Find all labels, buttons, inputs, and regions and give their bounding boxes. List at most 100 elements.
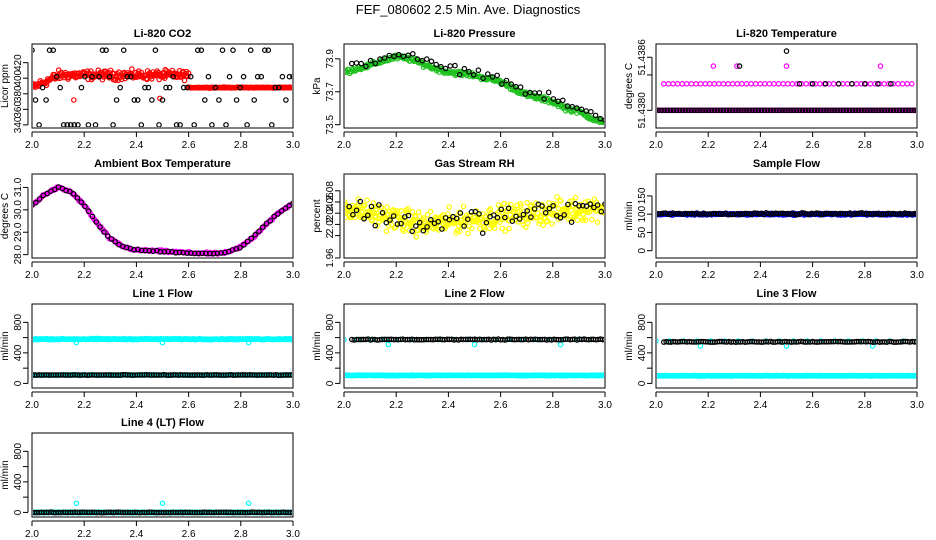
x-tick-label: 2.0	[337, 400, 351, 411]
series-secondary	[657, 48, 916, 114]
data-point	[248, 235, 255, 242]
series-secondary	[348, 336, 604, 343]
data-point	[783, 63, 790, 69]
data-point	[104, 233, 111, 239]
data-point	[818, 211, 825, 218]
panel-title: Li-820 Temperature	[736, 28, 837, 40]
data-point	[829, 107, 835, 114]
data-point	[82, 203, 88, 210]
data-point	[275, 211, 281, 217]
y-axis-label: ml/min	[624, 331, 635, 360]
data-point	[557, 341, 564, 348]
data-point	[173, 122, 180, 127]
y-tick-label: 360	[13, 101, 24, 118]
data-point	[369, 218, 375, 224]
data-point	[82, 73, 88, 80]
data-point	[523, 224, 529, 231]
y-tick-label: 800	[13, 314, 24, 331]
data-point	[744, 107, 750, 114]
series-secondary	[33, 47, 292, 127]
data-point	[717, 107, 724, 114]
x-tick-label: 3.0	[286, 400, 300, 411]
data-point	[387, 217, 393, 223]
y-tick-label: 50	[637, 226, 648, 238]
data-point	[559, 97, 566, 104]
data-point	[780, 81, 787, 87]
data-point	[564, 211, 571, 217]
data-point	[399, 215, 405, 221]
x-tick-label: 3.0	[286, 140, 300, 151]
data-point	[409, 50, 416, 57]
data-points	[345, 194, 604, 240]
x-tick-label: 2.4	[129, 529, 143, 540]
data-point	[259, 224, 266, 231]
data-point	[128, 73, 134, 80]
data-point	[414, 56, 421, 63]
data-point	[911, 210, 916, 217]
data-point	[805, 107, 812, 114]
data-point	[549, 221, 555, 227]
x-tick-label: 2.2	[389, 140, 403, 151]
data-point	[466, 68, 472, 75]
y-axis-label: kPa	[312, 77, 323, 95]
data-point	[574, 217, 581, 224]
x-tick-label: 3.0	[598, 140, 612, 151]
data-point	[908, 107, 914, 114]
data-point	[710, 63, 717, 69]
data-point	[195, 47, 201, 54]
data-point	[88, 68, 94, 74]
data-point	[803, 81, 810, 87]
series-primary	[657, 63, 916, 114]
data-point	[33, 97, 39, 103]
data-point	[837, 107, 844, 114]
data-point	[499, 225, 506, 232]
data-point	[513, 213, 519, 220]
data-point	[71, 97, 77, 103]
data-point	[657, 107, 662, 114]
plot-frame	[31, 303, 294, 389]
data-point	[290, 372, 292, 378]
data-point	[569, 198, 575, 204]
data-point	[240, 73, 247, 80]
data-point	[438, 63, 444, 70]
x-tick-label: 2.0	[25, 270, 39, 281]
data-point	[895, 81, 901, 87]
data-point	[350, 211, 356, 218]
data-point	[367, 57, 374, 64]
x-tick-label: 2.8	[858, 270, 872, 281]
data-point	[504, 208, 511, 214]
data-point	[840, 107, 847, 114]
x-tick-label: 2.4	[129, 140, 143, 151]
data-point	[457, 210, 464, 216]
data-point	[237, 84, 243, 91]
data-point	[398, 208, 405, 214]
data-point	[287, 509, 292, 516]
data-point	[290, 200, 292, 206]
data-point	[420, 215, 427, 221]
data-point	[601, 119, 604, 125]
data-point	[499, 81, 505, 87]
data-point	[244, 238, 251, 245]
data-point	[149, 97, 155, 103]
data-point	[96, 73, 102, 80]
y-tick-label: 1.96	[325, 248, 336, 268]
data-point	[464, 216, 471, 223]
x-tick-label: 2.4	[753, 400, 767, 411]
data-point	[775, 81, 782, 87]
data-point	[720, 81, 727, 87]
panel-title: Line 2 Flow	[445, 288, 505, 300]
data-point	[540, 222, 547, 229]
data-point	[864, 107, 870, 114]
data-point	[761, 107, 768, 114]
data-point	[419, 57, 426, 64]
data-point	[345, 199, 348, 205]
data-point	[423, 226, 430, 233]
data-point	[159, 500, 166, 507]
data-point	[544, 218, 551, 224]
panel-title: Gas Stream RH	[434, 158, 514, 170]
data-point	[413, 234, 420, 240]
panel-title: Sample Flow	[753, 158, 821, 170]
data-point	[875, 81, 881, 87]
data-point	[78, 84, 85, 91]
